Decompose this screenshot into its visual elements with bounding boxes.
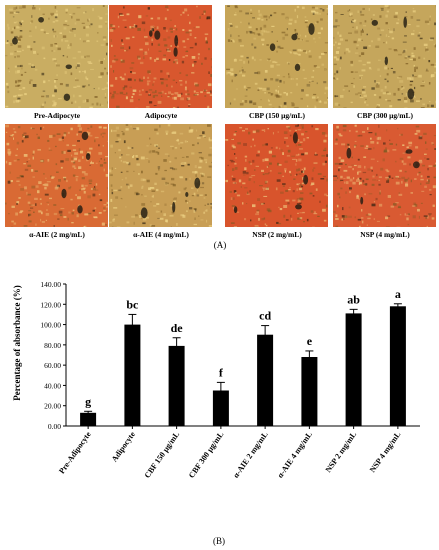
y-tick-label: 20.00 xyxy=(44,402,61,411)
significance-label: de xyxy=(171,321,184,335)
caption-cbp-300: CBP (300 μg/mL) xyxy=(357,111,413,120)
panel-a-label: (A) xyxy=(213,240,227,250)
x-tick-label: Pre-Adipocyte xyxy=(57,430,93,476)
significance-label: bc xyxy=(126,297,139,311)
bar xyxy=(80,412,97,426)
panel-b-label: (B) xyxy=(213,536,225,546)
bar xyxy=(389,306,406,426)
panel-a: Pre-Adipocyte Adipocyte CBP (150 μg/mL) … xyxy=(0,0,439,250)
y-tick-label: 120.00 xyxy=(40,300,61,309)
y-axis-label: Percentage of absorbance (%) xyxy=(12,285,22,401)
micrograph-aie-4 xyxy=(109,124,212,227)
y-tick-label: 80.00 xyxy=(44,341,61,350)
caption-adipocyte: Adipocyte xyxy=(144,111,178,120)
y-tick-label: 100.00 xyxy=(40,321,61,330)
x-tick-label: CBF 300 μg/mL xyxy=(187,430,226,480)
micrograph-cbp-150 xyxy=(225,5,328,108)
significance-label: cd xyxy=(259,309,271,323)
y-tick-label: 60.00 xyxy=(44,361,61,370)
micrograph-nsp-4 xyxy=(333,124,436,227)
micrograph-pre-adipocyte xyxy=(5,5,108,108)
x-tick-label: α-AIE 2 mg/mL xyxy=(231,430,269,480)
caption-nsp-4: NSP (4 mg/mL) xyxy=(360,230,410,239)
x-tick-label: NSP 2 mg/mL xyxy=(324,430,359,474)
bar xyxy=(168,345,185,426)
significance-label: e xyxy=(307,334,313,348)
micrograph-nsp-2 xyxy=(225,124,328,227)
caption-aie-4: α-AIE (4 mg/mL) xyxy=(133,230,189,239)
micrograph-cbp-300 xyxy=(333,5,436,108)
bar xyxy=(124,324,141,426)
significance-label: f xyxy=(219,365,224,379)
bar xyxy=(212,390,229,426)
y-tick-label: 140.00 xyxy=(40,280,61,289)
micrograph-aie-2 xyxy=(5,124,108,227)
significance-label: g xyxy=(85,394,91,408)
caption-nsp-2: NSP (2 mg/mL) xyxy=(252,230,302,239)
y-tick-label: 40.00 xyxy=(44,381,61,390)
x-tick-label: CBF 150 μg/mL xyxy=(143,430,182,480)
significance-label: ab xyxy=(347,292,360,306)
micrograph-adipocyte xyxy=(109,5,212,108)
bar xyxy=(301,357,318,426)
bar-chart: 0.00 20.00 40.00 60.00 80.00 100.00 120.00 140.… xyxy=(12,280,420,546)
caption-aie-2: α-AIE (2 mg/mL) xyxy=(29,230,85,239)
y-tick-label: 0.00 xyxy=(48,422,61,431)
significance-label: a xyxy=(395,287,401,301)
bar xyxy=(257,334,274,426)
caption-cbp-150: CBP (150 μg/mL) xyxy=(249,111,305,120)
bar xyxy=(345,313,362,426)
x-tick-label: NSP 4 mg/mL xyxy=(368,430,403,474)
x-tick-label: α-AIE 4 mg/mL xyxy=(276,430,314,480)
x-tick-label: Adipocyte xyxy=(110,430,138,464)
caption-pre-adipocyte: Pre-Adipocyte xyxy=(33,111,81,120)
